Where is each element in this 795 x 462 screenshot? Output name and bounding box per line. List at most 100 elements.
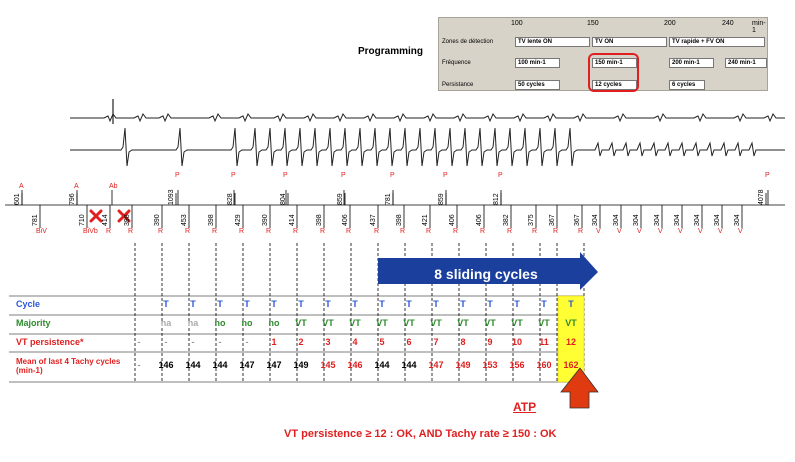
table-cell: T: [406, 299, 412, 309]
ventricular-marker: R: [266, 228, 272, 235]
ventricular-marker: R: [106, 228, 112, 235]
atrial-marker: Ab: [109, 183, 118, 190]
ecg-trace-top: [70, 99, 785, 124]
pers-12: 12 cycles: [592, 80, 637, 90]
ventricular-interval-label: 437: [370, 214, 377, 226]
table-row-label: Cycle: [16, 299, 41, 309]
table-cell: -: [245, 337, 249, 347]
table-row-label: VT persistence*: [16, 337, 84, 347]
conclusion-text: VT persistence ≥ 12 : OK, AND Tachy rate…: [284, 428, 557, 440]
last-column-highlight: [557, 295, 585, 383]
table-cell: T: [325, 299, 331, 309]
table-cell: T: [460, 299, 466, 309]
ventricular-interval-label: 398: [208, 214, 215, 226]
atrial-interval-label: 859: [337, 193, 344, 205]
atrial-marker: P: [175, 172, 180, 179]
table-cell: VT: [484, 318, 496, 328]
atrial-marker: P: [443, 172, 448, 179]
ventricular-marker: R: [453, 228, 459, 235]
atrial-marker: A: [74, 183, 79, 190]
table-cell: T: [190, 299, 196, 309]
table-cell: -: [137, 360, 141, 370]
table-cell: no: [268, 318, 280, 328]
atrial-marker: A: [19, 183, 24, 190]
zone-tv: TV ON: [592, 37, 667, 47]
freq-200: 200 min-1: [669, 58, 714, 68]
table-cell: 160: [536, 360, 552, 370]
ventricular-marker: R: [293, 228, 299, 235]
ventricular-interval-label: 429: [235, 214, 242, 226]
ecg-trace-bottom: [70, 127, 785, 167]
ventricular-marker: R: [426, 228, 432, 235]
table-cell: T: [379, 299, 385, 309]
table-cell: VT: [430, 318, 442, 328]
ventricular-interval-label: 375: [528, 214, 535, 226]
ventricular-marker: R: [374, 228, 380, 235]
ventricular-marker: R: [507, 228, 513, 235]
table-cell: VT: [349, 318, 361, 328]
ventricular-interval-label: 367: [574, 214, 581, 226]
table-cell: T: [433, 299, 439, 309]
ventricular-interval-label: 304: [592, 214, 599, 226]
ventricular-interval-label: 398: [316, 214, 323, 226]
table-cell: 147: [428, 360, 444, 370]
programming-panel: 100 150 200 240 min-1 Zones de détection…: [438, 17, 768, 91]
table-cell: -: [218, 337, 222, 347]
table-cell: 6: [406, 337, 412, 347]
table-cell: 144: [401, 360, 417, 370]
table-cell: 162: [563, 360, 579, 370]
table-cell: VT: [565, 318, 577, 328]
ventricular-marker: V: [718, 228, 723, 235]
zones-label: Zones de détection: [442, 39, 494, 45]
table-cell: T: [163, 299, 169, 309]
table-cell: T: [244, 299, 250, 309]
freq-100: 100 min-1: [515, 58, 560, 68]
ventricular-marker: R: [400, 228, 406, 235]
ventricular-marker: R: [128, 228, 134, 235]
ventricular-interval-label: 304: [633, 214, 640, 226]
persistance-label: Persistance: [442, 82, 474, 88]
pers-6: 6 cycles: [669, 80, 705, 90]
ventricular-interval-label: 304: [694, 214, 701, 226]
table-cell: 144: [185, 360, 201, 370]
ventricular-interval-label: 304: [654, 214, 661, 226]
ventricular-marker: V: [596, 228, 601, 235]
atrial-marker: P: [341, 172, 346, 179]
ventricular-interval-label: 414: [102, 214, 109, 226]
ventricular-interval-label: 398: [124, 214, 131, 226]
table-cell: -: [164, 337, 168, 347]
ventricular-marker: R: [578, 228, 584, 235]
table-cell: no: [241, 318, 253, 328]
ventricular-interval-label: 406: [449, 214, 456, 226]
table-cell: -: [137, 337, 141, 347]
frequence-label: Fréquence: [442, 60, 471, 66]
ventricular-marker: BiVb: [83, 228, 98, 235]
scale-150: 150: [587, 20, 599, 27]
ventricular-interval-label: 304: [714, 214, 721, 226]
scale-240: 240: [722, 20, 734, 27]
ventricular-marker: R: [185, 228, 191, 235]
table-cell: T: [568, 299, 574, 309]
ventricular-interval-label: 304: [734, 214, 741, 226]
table-cell: no: [214, 318, 226, 328]
ventricular-interval-label: 304: [613, 214, 620, 226]
ventricular-interval-label: 382: [503, 214, 510, 226]
ventricular-marker: V: [678, 228, 683, 235]
ventricular-marker: V: [698, 228, 703, 235]
table-cell: VT: [403, 318, 415, 328]
atrial-marker: P: [498, 172, 503, 179]
ventricular-marker: V: [617, 228, 622, 235]
zone-tv-rapide-fv: TV rapide + FV ON: [669, 37, 765, 47]
table-cell: VT: [295, 318, 307, 328]
atrial-interval-label: 601: [14, 193, 21, 205]
atp-label: ATP: [513, 400, 537, 414]
atp-trigger-arrow: [560, 367, 599, 409]
table-cell: 153: [482, 360, 498, 370]
ventricular-marker: V: [658, 228, 663, 235]
ventricular-interval-label: 304: [674, 214, 681, 226]
atrial-interval-label: 812: [493, 193, 500, 205]
scale-100: 100: [511, 20, 523, 27]
ventricular-interval-label: 406: [476, 214, 483, 226]
ventricular-interval-label: 406: [342, 214, 349, 226]
table-dashed-lines: [9, 243, 585, 383]
